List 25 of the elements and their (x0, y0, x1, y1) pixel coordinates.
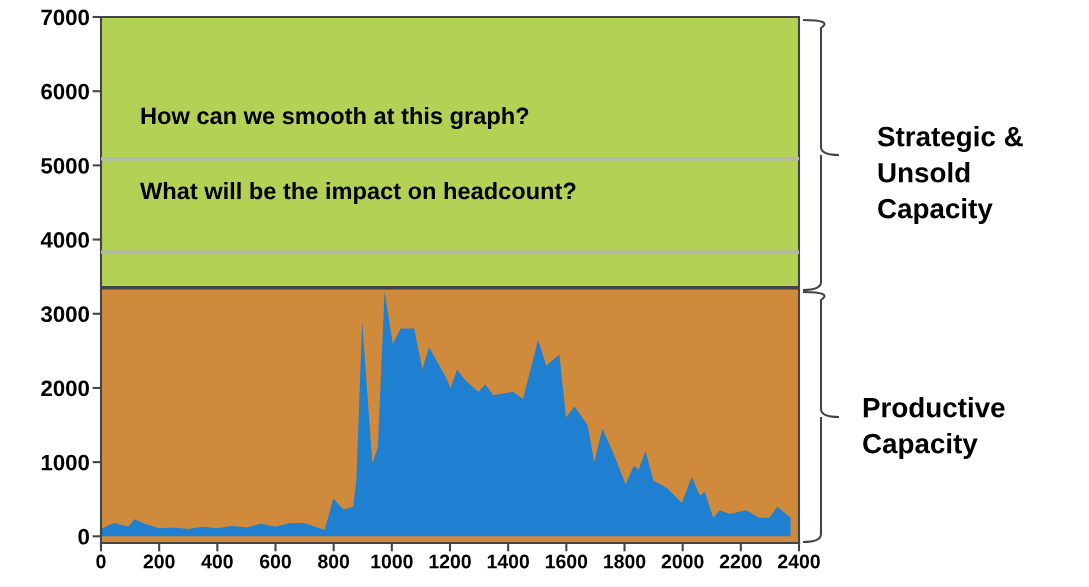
y-tick-label: 5000 (41, 157, 89, 174)
x-tick-label: 0 (96, 554, 106, 569)
y-tick-label: 4000 (40, 232, 89, 248)
x-tick-label: 200 (143, 554, 175, 569)
x-tick-label: 1200 (429, 554, 471, 569)
text: Productive Capacity (863, 397, 1005, 459)
y-tick-label: 1000 (41, 454, 89, 471)
x-tick-label: 800 (318, 554, 350, 569)
annotation: What will be the impact on headcount? (140, 182, 576, 204)
x-tick-label: 600 (259, 554, 291, 569)
x-tick-label: 1600 (545, 554, 588, 569)
annotation: How can we smooth at this graph? (141, 106, 529, 130)
text: Strategic & Unsold Capacity (877, 126, 1023, 224)
x-tick-label: 1800 (604, 554, 646, 569)
y-tick-label: 6000 (41, 83, 89, 100)
y-tick-label: 3000 (40, 306, 89, 323)
x-tick-label: 400 (201, 554, 233, 569)
y-tick-label: 0 (78, 528, 89, 545)
x-tick-label: 2200 (719, 554, 762, 569)
y-tick-label: 2000 (41, 380, 89, 397)
x-tick-label: 1400 (487, 554, 529, 569)
x-tick-label: 2000 (661, 554, 704, 569)
x-tick-label: 2400 (778, 554, 820, 569)
x-tick-label: 1000 (371, 554, 413, 569)
y-tick-label: 7000 (41, 9, 89, 26)
